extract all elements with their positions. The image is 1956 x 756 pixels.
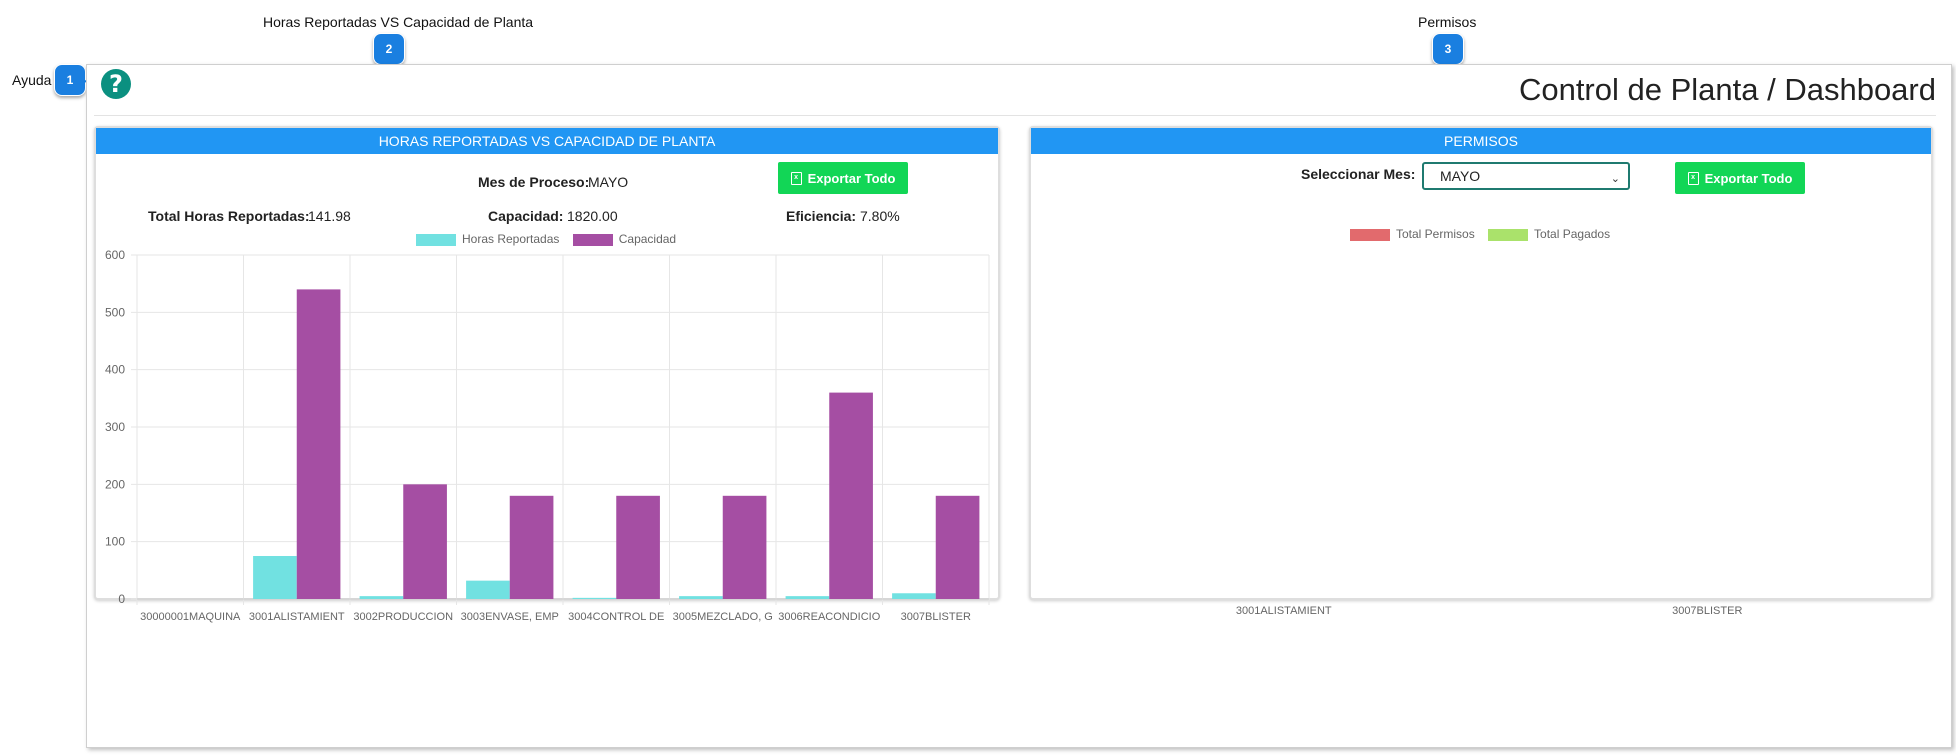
hours-chart-bar-s1 — [359, 596, 404, 599]
hours-chart-bar-s2 — [935, 495, 980, 599]
hours-chart-x-tick-label: 3007BLISTER — [901, 611, 971, 623]
hours-chart-bar-s1 — [572, 597, 617, 599]
hours-chart-y-tick-label: 300 — [105, 420, 125, 434]
hours-chart-legend: Horas Reportadas Capacidad — [416, 232, 686, 246]
permisos-chart-legend: Total Permisos Total Pagados — [1350, 227, 1620, 241]
hours-chart-y-tick-label: 100 — [105, 535, 125, 549]
export-label: Exportar Todo — [1704, 170, 1793, 186]
total-horas-label: Total Horas Reportadas: — [148, 208, 310, 224]
month-select[interactable]: MAYO ⌄ — [1422, 162, 1630, 190]
mes-proceso-label: Mes de Proceso: — [478, 174, 590, 190]
hours-chart-y-tick-label: 600 — [105, 248, 125, 262]
select-month-label: Seleccionar Mes: — [1301, 166, 1416, 182]
page-title: Control de Planta / Dashboard — [1518, 72, 1936, 107]
legend-item-capacidad[interactable]: Capacidad — [572, 232, 676, 246]
permisos-chart-x-tick-label: 3001ALISTAMIENT — [1236, 605, 1332, 617]
callout-badge-3: 3 — [1432, 33, 1464, 65]
chevron-down-icon: ⌄ — [1610, 173, 1620, 185]
hours-chart-bar-s2 — [616, 495, 660, 599]
eficiencia-value: 7.80% — [860, 208, 900, 224]
title-divider — [94, 115, 1936, 116]
legend-item-horas[interactable]: Horas Reportadas — [416, 232, 559, 246]
hours-chart-x-tick-label: 3004CONTROL DE — [568, 611, 664, 623]
permisos-chart-x-tick-label: 3007BLISTER — [1672, 605, 1742, 617]
hours-chart-bar-s2 — [403, 484, 447, 599]
hours-chart-bar-s1 — [785, 596, 830, 599]
hours-chart-y-tick-label: 200 — [105, 477, 125, 491]
hours-panel-header: HORAS REPORTADAS VS CAPACIDAD DE PLANTA — [96, 128, 998, 154]
hours-chart-x-tick-label: 3005MEZCLADO, G — [673, 611, 773, 623]
hours-chart-bar-s1 — [253, 556, 297, 599]
hours-chart-y-tick-label: 0 — [118, 592, 125, 606]
hours-chart-x-tick-label: 3001ALISTAMIENT — [249, 611, 345, 623]
callout-horas-label: Horas Reportadas VS Capacidad de Planta — [263, 14, 534, 30]
excel-file-icon: x — [1687, 171, 1699, 185]
hours-chart-x-tick-label: 30000001MAQUINA — [140, 611, 241, 623]
callout-badge-2: 2 — [373, 33, 405, 65]
eficiencia-label: Eficiencia: — [786, 208, 857, 224]
hours-chart-x-tick-label: 3003ENVASE, EMP — [461, 611, 559, 623]
export-all-button-hours[interactable]: x Exportar Todo — [778, 162, 908, 194]
help-icon[interactable]: ? — [101, 69, 131, 99]
permisos-panel: PERMISOS Seleccionar Mes: MAYO ⌄ x Expor… — [1029, 126, 1933, 600]
callout-permisos-label: Permisos — [1418, 14, 1477, 30]
callout-badge-1: 1 — [54, 64, 86, 96]
capacidad-value: 1820.00 — [567, 208, 618, 224]
total-horas-value: 141.98 — [308, 208, 351, 224]
permisos-panel-header: PERMISOS — [1031, 128, 1931, 154]
capacidad-label: Capacidad: — [488, 208, 564, 224]
export-label: Exportar Todo — [807, 170, 896, 186]
hours-chart-bar-s2 — [829, 392, 873, 599]
month-select-value: MAYO — [1440, 168, 1481, 184]
hours-chart-bar-s1 — [679, 596, 723, 599]
hours-chart-x-tick-label: 3002PRODUCCION — [353, 611, 453, 623]
hours-chart-y-tick-label: 400 — [105, 363, 125, 377]
hours-chart-bar-s1 — [892, 593, 936, 599]
hours-chart-bar-s2 — [509, 495, 554, 599]
export-all-button-permisos[interactable]: x Exportar Todo — [1675, 162, 1805, 194]
callout-ayuda-label: Ayuda — [12, 72, 52, 88]
excel-file-icon: x — [790, 171, 802, 185]
mes-proceso-value: MAYO — [588, 174, 629, 190]
legend-item-total-pagados[interactable]: Total Pagados — [1488, 227, 1610, 241]
hours-chart-y-tick-label: 500 — [105, 305, 125, 319]
hours-chart-bar-s1 — [466, 580, 510, 599]
hours-chart-bar-s2 — [722, 495, 767, 599]
hours-chart-bar-s2 — [296, 289, 341, 599]
legend-item-total-permisos[interactable]: Total Permisos — [1350, 227, 1475, 241]
hours-chart-x-tick-label: 3006REACONDICIO — [778, 611, 881, 623]
